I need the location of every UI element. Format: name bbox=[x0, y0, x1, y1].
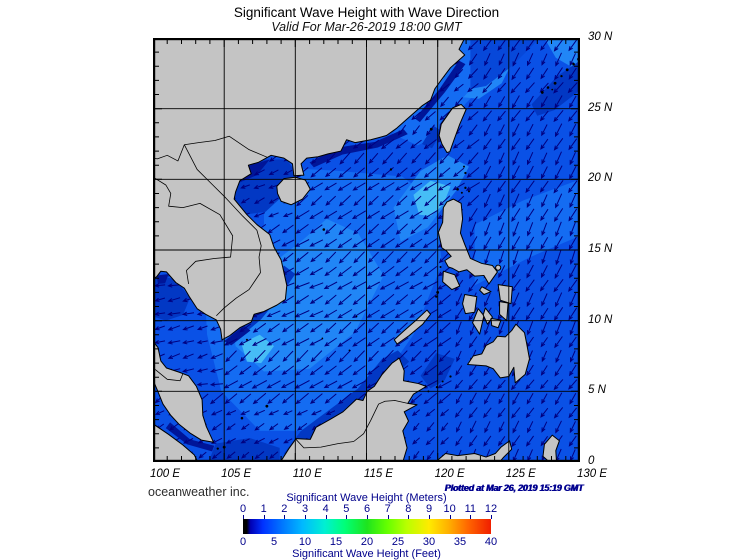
map-frame bbox=[153, 38, 580, 462]
lat-tick-label: 0 bbox=[588, 455, 595, 467]
lon-tick-label: 130 E bbox=[576, 468, 608, 480]
legend-scale-number: 9 bbox=[425, 503, 433, 515]
colorbar-mark bbox=[449, 515, 451, 519]
land-taiwan bbox=[438, 103, 467, 153]
lat-tick-label: 10 N bbox=[588, 313, 613, 326]
lat-tick-label: 5 N bbox=[588, 384, 606, 397]
colorbar bbox=[243, 519, 491, 534]
legend-scale-number: 3 bbox=[301, 503, 309, 515]
legend-scale-number: 10 bbox=[443, 503, 456, 515]
land-mindoro bbox=[442, 270, 461, 291]
legend-scale-number: 10 bbox=[298, 536, 312, 548]
legend-scale-number: 5 bbox=[343, 503, 350, 515]
legend-scale-number: 2 bbox=[281, 503, 288, 515]
legend-scale-number: 7 bbox=[384, 503, 391, 515]
colorbar-mark bbox=[284, 515, 286, 519]
land-palawan bbox=[393, 309, 432, 345]
land-sulawesi bbox=[435, 440, 513, 462]
colorbar-mark bbox=[491, 515, 492, 519]
lon-tick-label: 110 E bbox=[292, 468, 322, 480]
legend-scale-number: 35 bbox=[453, 536, 467, 548]
lon-tick-label: 120 E bbox=[434, 468, 465, 480]
legend-scale-number: 6 bbox=[363, 503, 371, 515]
land-catanduanes bbox=[495, 264, 502, 271]
land-mindanao bbox=[467, 323, 530, 384]
legend-scale-number: 20 bbox=[360, 536, 374, 548]
legend-scale-number: 4 bbox=[322, 503, 329, 515]
lon-tick-label: 100 E bbox=[149, 468, 181, 480]
colorbar-mark bbox=[243, 515, 244, 519]
land-mainland-asia bbox=[153, 38, 466, 341]
colorbar-mark bbox=[346, 515, 348, 519]
legend-scale-number: 15 bbox=[329, 536, 343, 548]
land-masbate bbox=[479, 286, 492, 296]
lon-tick-label: 105 E bbox=[221, 468, 252, 480]
land-sumatra bbox=[153, 423, 199, 462]
legend-title-meters: Significant Wave Height (Meters) bbox=[286, 492, 447, 504]
legend-scale-feet: 0 5 10 15 20 25 30 35 40 bbox=[239, 536, 497, 548]
colorbar-mark bbox=[367, 515, 368, 519]
colorbar-mark bbox=[325, 515, 327, 519]
country-borders bbox=[153, 135, 408, 449]
colorbar-mark bbox=[429, 515, 430, 519]
legend-scale-number: 8 bbox=[405, 503, 412, 515]
legend-title-feet: Significant Wave Height (Feet) bbox=[292, 548, 441, 560]
map-canvas bbox=[153, 38, 580, 462]
lat-tick-label: 30 N bbox=[588, 31, 613, 43]
legend-scale-number: 0 bbox=[239, 536, 247, 548]
colorbar-mark bbox=[470, 515, 472, 519]
land-layer bbox=[153, 38, 560, 462]
land-borneo bbox=[279, 357, 427, 462]
grid-layer bbox=[155, 40, 578, 460]
tick-layer bbox=[155, 40, 578, 460]
colorbar-mark bbox=[387, 515, 389, 519]
legend-scale-number: 11 bbox=[464, 503, 477, 515]
colorbar-mark bbox=[263, 515, 265, 519]
valid-time-subtitle: Valid For Mar-26-2019 18:00 GMT bbox=[271, 20, 462, 34]
colorbar-tick-marks bbox=[243, 515, 492, 519]
lon-tick-label: 125 E bbox=[505, 468, 536, 480]
colorbar-mark bbox=[305, 515, 306, 519]
legend-scale-number: 1 bbox=[260, 503, 267, 515]
legend-scale-number: 0 bbox=[239, 503, 247, 515]
land-luzon bbox=[437, 198, 498, 285]
legend-scale-number: 30 bbox=[422, 536, 436, 548]
legend-scale-number: 40 bbox=[484, 536, 498, 548]
land-hainan bbox=[276, 176, 311, 206]
lat-tick-label: 20 N bbox=[588, 172, 613, 185]
land-negros bbox=[472, 308, 485, 335]
legend-scale-number: 25 bbox=[391, 536, 405, 548]
page-title: Significant Wave Height with Wave Direct… bbox=[233, 5, 500, 20]
lon-tick-label: 115 E bbox=[363, 468, 394, 480]
plotted-timestamp: Plotted at Mar 26, 2019 15:19 GMT bbox=[444, 483, 584, 493]
land-panay bbox=[462, 294, 478, 315]
lat-tick-label: 15 N bbox=[588, 243, 613, 255]
credit-text: oceanweather inc. bbox=[148, 485, 250, 499]
legend-scale-number: 12 bbox=[484, 503, 498, 515]
lat-tick-label: 25 N bbox=[588, 101, 613, 114]
wave-map-svg bbox=[153, 38, 580, 462]
legend-scale-meters: 0 1 2 3 4 5 6 7 8 9 10 11 12 bbox=[239, 503, 497, 515]
legend-scale-number: 5 bbox=[270, 536, 278, 548]
colorbar-mark bbox=[408, 515, 410, 519]
land-cebu bbox=[482, 307, 493, 325]
